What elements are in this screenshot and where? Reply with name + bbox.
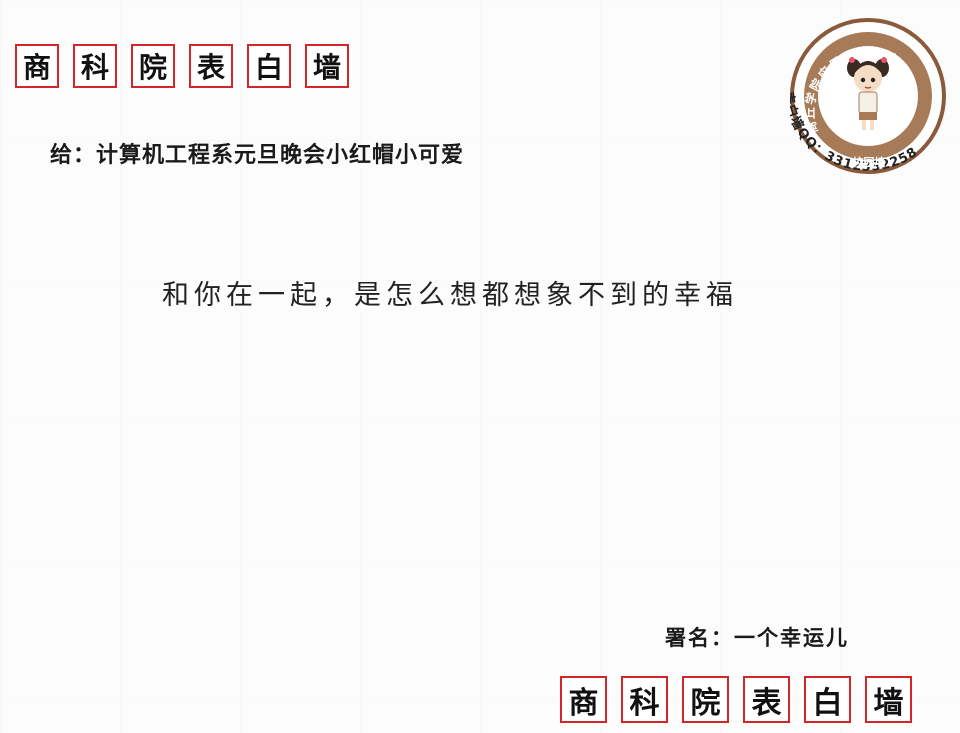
title-char-box: 院 — [131, 44, 175, 88]
title-char-box: 院 — [682, 676, 729, 723]
title-char-box: 科 — [621, 676, 668, 723]
title-char-box: 商 — [560, 676, 607, 723]
title-char-box: 墙 — [865, 676, 912, 723]
stamp-graphic: 商丘学院应用科技学院 表白墙QQ：3312332258 — [790, 18, 946, 175]
signature-line: 署名：一个幸运儿 — [665, 625, 849, 650]
title-char-box: 商 — [15, 44, 59, 88]
header-title-top: 商 科 院 表 白 墙 — [15, 44, 349, 88]
title-char-box: 白 — [804, 676, 851, 723]
title-char-box: 白 — [247, 44, 291, 88]
header-title-bottom: 商 科 院 表 白 墙 — [560, 676, 912, 723]
confession-message: 和你在一起，是怎么想都想象不到的幸福 — [162, 280, 738, 311]
girl-mascot-icon — [847, 57, 889, 130]
title-char-box: 墙 — [305, 44, 349, 88]
title-char-box: 科 — [73, 44, 117, 88]
title-char-box: 表 — [189, 44, 233, 88]
school-wall-stamp-logo: 商丘学院应用科技学院 表白墙QQ：3312332258 校园墙 — [790, 12, 946, 202]
stamp-caption: 校园墙 — [852, 157, 886, 169]
title-char-box: 表 — [743, 676, 790, 723]
recipient-line: 给：计算机工程系元旦晚会小红帽小可爱 — [50, 142, 465, 168]
